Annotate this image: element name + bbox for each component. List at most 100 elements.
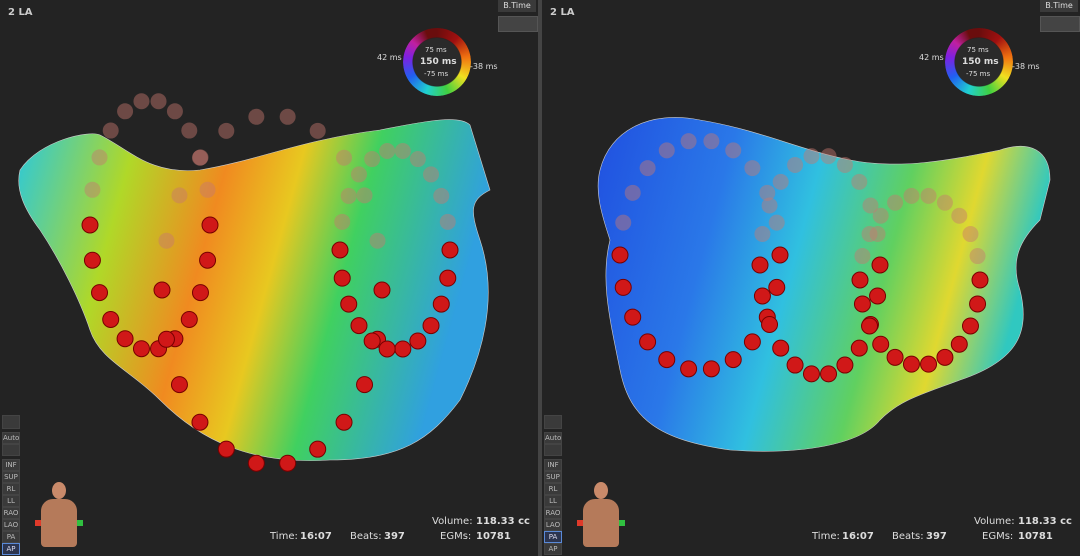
- view-button[interactable]: SUP: [2, 471, 20, 483]
- ablation-point: [102, 310, 120, 328]
- ablation-point: [181, 122, 198, 139]
- egms-value: 10781: [476, 531, 511, 542]
- tool-icon[interactable]: [2, 415, 20, 429]
- auto-button[interactable]: Auto: [2, 432, 20, 444]
- ablation-point: [820, 148, 837, 165]
- map-view: [597, 117, 1051, 452]
- legend-center: 150 ms: [420, 57, 457, 67]
- view-button[interactable]: RL: [544, 483, 562, 495]
- ablation-point: [423, 166, 440, 183]
- view-button[interactable]: AP: [2, 543, 20, 555]
- body-head: [594, 482, 608, 499]
- ablation-point: [624, 184, 641, 201]
- tool-icon[interactable]: [544, 415, 562, 429]
- view-button[interactable]: RAO: [2, 507, 20, 519]
- legend-bottom: -75 ms: [966, 70, 991, 78]
- ablation-point: [279, 454, 297, 472]
- ablation-point: [409, 332, 427, 350]
- body-arm-marker: [577, 520, 583, 526]
- ablation-point: [279, 108, 296, 125]
- ablation-point: [191, 284, 209, 302]
- ablation-point: [84, 181, 101, 198]
- ablation-point: [369, 232, 386, 249]
- egms-value: 10781: [1018, 531, 1053, 542]
- beats-value: 397: [384, 531, 405, 542]
- ablation-point: [364, 151, 381, 168]
- ablation-point: [218, 122, 235, 139]
- ablation-point: [180, 310, 198, 328]
- ablation-point: [887, 194, 904, 211]
- view-button[interactable]: PA: [2, 531, 20, 543]
- ablation-point: [116, 330, 134, 348]
- pin-button[interactable]: [2, 444, 20, 456]
- color-icon[interactable]: [1040, 16, 1080, 32]
- ablation-point: [936, 348, 954, 366]
- map-dropdown[interactable]: B.Time: [498, 0, 536, 12]
- ablation-point: [759, 184, 776, 201]
- ablation-point: [886, 348, 904, 366]
- view-button[interactable]: LAO: [544, 519, 562, 531]
- body-orientation: [577, 482, 625, 548]
- ablation-point: [702, 360, 720, 378]
- ablation-point: [394, 143, 411, 160]
- view-button[interactable]: LAO: [2, 519, 20, 531]
- ablation-point: [771, 246, 789, 264]
- body-arm-marker: [619, 520, 625, 526]
- legend-bottom: -75 ms: [424, 70, 449, 78]
- body-arm-marker: [35, 520, 41, 526]
- body-torso: [41, 499, 77, 547]
- body-orientation: [35, 482, 83, 548]
- ablation-point: [336, 149, 353, 166]
- ablation-point: [199, 181, 216, 198]
- legend-top: 75 ms: [425, 46, 447, 54]
- view-button[interactable]: INF: [2, 459, 20, 471]
- ablation-point: [132, 340, 150, 358]
- ablation-point: [170, 376, 188, 394]
- view-button[interactable]: INF: [544, 459, 562, 471]
- ablation-point: [394, 340, 412, 358]
- time-label: Time:: [270, 531, 298, 542]
- divider: [538, 0, 542, 556]
- ablation-point: [836, 156, 853, 173]
- view-button[interactable]: RAO: [544, 507, 562, 519]
- ablation-point: [761, 315, 779, 333]
- ablation-point: [903, 187, 920, 204]
- view-button[interactable]: LL: [2, 495, 20, 507]
- map-label: 2 LA: [550, 7, 575, 18]
- ablation-point: [248, 108, 265, 125]
- ablation-point: [191, 149, 208, 166]
- ablation-point: [379, 143, 396, 160]
- ablation-point: [247, 454, 265, 472]
- view-button[interactable]: RL: [2, 483, 20, 495]
- volume-label: Volume:: [974, 516, 1015, 527]
- ablation-point: [91, 149, 108, 166]
- view-button[interactable]: PA: [544, 531, 562, 543]
- ablation-point: [117, 103, 134, 120]
- map-dropdown[interactable]: B.Time: [1040, 0, 1078, 12]
- ablation-point: [340, 187, 357, 204]
- legend-center: 150 ms: [962, 57, 999, 67]
- ablation-point: [871, 256, 889, 274]
- ablation-point: [961, 317, 979, 335]
- ablation-point: [335, 413, 353, 431]
- view-button[interactable]: AP: [544, 543, 562, 555]
- ablation-point: [309, 440, 327, 458]
- color-icon[interactable]: [498, 16, 538, 32]
- pin-button[interactable]: [544, 444, 562, 456]
- view-button[interactable]: SUP: [544, 471, 562, 483]
- ablation-point: [772, 173, 789, 190]
- view-button[interactable]: LL: [544, 495, 562, 507]
- view-panel: 2 LA B.Time 75 ms 150 ms -75 ms 42 ms -38 ms Au…: [542, 0, 1080, 556]
- ablation-point: [102, 122, 119, 139]
- beats-label: Beats:: [892, 531, 924, 542]
- beats-label: Beats:: [350, 531, 382, 542]
- ablation-point: [157, 330, 175, 348]
- ablation-point: [83, 251, 101, 269]
- ablation-point: [725, 142, 742, 159]
- ablation-point: [422, 317, 440, 335]
- auto-button[interactable]: Auto: [544, 432, 562, 444]
- ablation-point: [754, 226, 771, 243]
- ablation-point: [936, 194, 953, 211]
- ablation-point: [724, 351, 742, 369]
